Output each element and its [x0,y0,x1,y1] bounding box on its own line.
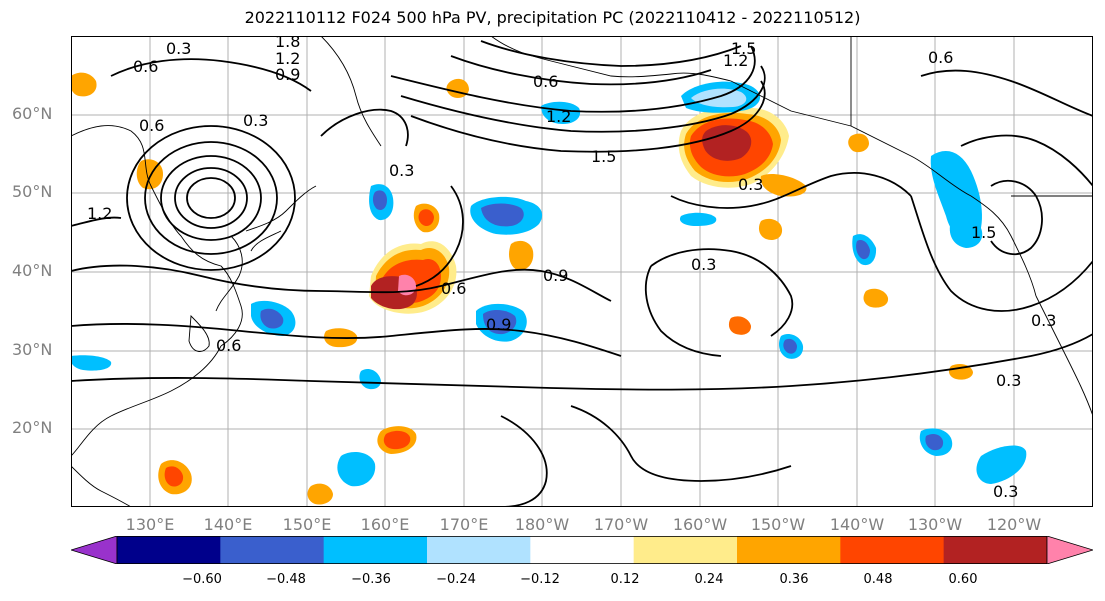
colorbar-tick: 0.36 [779,572,809,587]
lon-label-120w: 120°W [986,515,1042,534]
contour-label: 0.9 [543,266,568,285]
lat-label-50n: 50°N [12,182,53,201]
colorbar-tick: 0.60 [948,572,978,587]
lon-label-180w: 180°W [514,515,570,534]
contour-label: 1.2 [87,204,112,223]
colorbar-segment [530,536,635,564]
lat-label-30n: 30°N [12,340,53,359]
colorbar-segment [427,536,531,564]
contour-label: 0.6 [441,279,466,298]
lon-label-140e: 140°E [203,515,253,534]
contour-label: 1.5 [971,223,996,242]
colorbar-segment [220,536,325,564]
lon-label-160w: 160°W [672,515,728,534]
contour-label: 0.3 [738,175,763,194]
colorbar-extend-high [1046,536,1093,564]
lon-label-130w: 130°W [907,515,963,534]
colorbar-tick: 0.48 [863,572,893,587]
colorbar-tick: −0.24 [436,572,476,587]
contour-label: 1.2 [275,49,300,68]
contour-label: 0.6 [928,48,953,67]
lon-label-170w: 170°W [593,515,649,534]
colorbar-segment [633,536,738,564]
colorbar-tick: −0.48 [266,572,306,587]
contour-label: 0.3 [691,255,716,274]
contour-label: 0.6 [139,116,164,135]
colorbar-tick: −0.60 [182,572,222,587]
contour-label: 1.2 [546,107,571,126]
contour-label: 1.5 [591,147,616,166]
pv-contours [71,40,1093,507]
colorbar-segment [840,536,945,564]
contour-label: 0.6 [133,57,158,76]
lon-label-130e: 130°E [125,515,175,534]
colorbar-segment [117,536,221,564]
contour-label: 0.3 [996,371,1021,390]
contour-label: 0.3 [243,111,268,130]
colorbar-segments [116,536,1048,564]
contour-label: 0.3 [389,161,414,180]
contour-label: 1.5 [731,39,756,58]
colorbar-tick: −0.36 [351,572,391,587]
contour-label: 0.3 [993,482,1018,501]
colorbar [71,536,1093,564]
lat-label-40n: 40°N [12,261,53,280]
contour-label: 1.8 [275,36,300,51]
contour-label: 0.3 [1031,311,1056,330]
lon-label-150w: 150°W [750,515,806,534]
lon-label-150e: 150°E [282,515,332,534]
lat-label-60n: 60°N [12,104,53,123]
contour-label: 0.6 [216,336,241,355]
colorbar-segment [323,536,428,564]
map-canvas: 0.3 0.6 1.8 1.2 0.9 0.3 0.6 1.2 0.3 0.6 … [71,36,1093,507]
colorbar-tick: 0.24 [694,572,724,587]
colorbar-extend-low [71,536,118,564]
contour-label: 0.9 [486,315,511,334]
colorbar-tick: −0.12 [520,572,560,587]
lon-label-160e: 160°E [360,515,410,534]
contour-label: 0.6 [533,72,558,91]
colorbar-tick: 0.12 [610,572,640,587]
lon-label-140w: 140°W [829,515,885,534]
contour-label: 0.3 [166,39,191,58]
map-panel: 0.3 0.6 1.8 1.2 0.9 0.3 0.6 1.2 0.3 0.6 … [71,36,1093,507]
lat-label-20n: 20°N [12,418,53,437]
lon-label-170e: 170°E [439,515,489,534]
map-title: 2022110112 F024 500 hPa PV, precipitatio… [244,8,861,27]
colorbar-segment [943,536,1048,564]
coastlines [71,36,1093,507]
contour-label: 0.9 [275,65,300,84]
contour-label: 1.2 [723,51,748,70]
colorbar-segment [737,536,841,564]
contour-label-group: 0.3 0.6 1.8 1.2 0.9 0.3 0.6 1.2 0.3 0.6 … [87,36,1056,501]
